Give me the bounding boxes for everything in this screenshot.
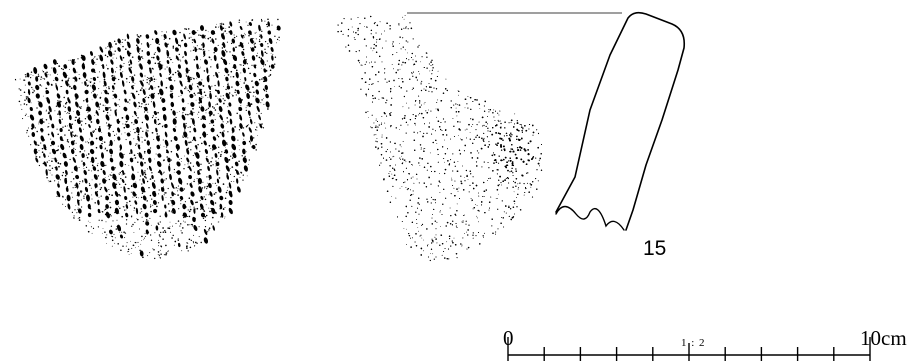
sherd-profile: 15 (555, 11, 686, 260)
sherd-exterior-texture (14, 18, 281, 260)
scale-bar: 0 1 : 2 10cm (503, 326, 907, 361)
profile-break-edge (555, 205, 625, 231)
scale-ratio-label: 1 : 2 (681, 337, 706, 349)
sherd-interior-texture (337, 15, 543, 262)
sherd-exterior-rubbing (14, 18, 281, 260)
specimen-number: 15 (643, 237, 666, 260)
profile-outline (555, 11, 686, 231)
sherd-interior-outline (332, 14, 545, 262)
scale-end-label: 10cm (860, 326, 907, 350)
scale-ticks (507, 337, 871, 361)
sherd-interior-surface (332, 14, 545, 262)
